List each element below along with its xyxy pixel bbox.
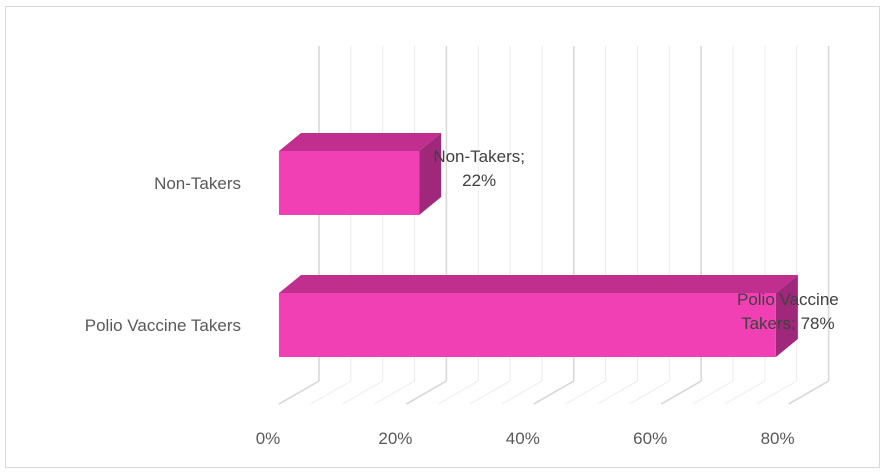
data-label-line: Non-Takers; bbox=[433, 147, 525, 166]
floor-gridline bbox=[278, 380, 320, 405]
floor-gridline bbox=[438, 380, 479, 405]
x-tick-label: 60% bbox=[633, 429, 667, 448]
bar bbox=[279, 133, 442, 215]
floor-gridline bbox=[756, 380, 797, 405]
floor-gridline bbox=[692, 380, 734, 405]
floor-gridline bbox=[724, 380, 766, 405]
floor-gridline bbox=[406, 380, 447, 405]
bar-side-face bbox=[775, 275, 798, 357]
x-tick-label: 40% bbox=[506, 429, 540, 448]
floor-gridline bbox=[629, 380, 670, 405]
data-label: Polio Vaccine Takers; 78% bbox=[737, 290, 839, 333]
bar bbox=[279, 275, 798, 357]
bar-chart: 0% 20% 40% 60% 80% Non-Takers Non-Takers; 22% Po… bbox=[85, 46, 839, 448]
bar-top-face bbox=[279, 275, 798, 293]
floor-gridline bbox=[469, 380, 511, 405]
floor-gridline bbox=[660, 380, 702, 405]
floor-gridline bbox=[374, 380, 415, 405]
data-label-line: Takers; 78% bbox=[741, 314, 835, 333]
x-tick-label: 20% bbox=[378, 429, 412, 448]
bar-front-face bbox=[279, 151, 420, 215]
floor-gridline bbox=[342, 380, 383, 405]
category-label: Non-Takers bbox=[154, 174, 241, 193]
x-tick-label: 0% bbox=[256, 429, 281, 448]
category-label: Polio Vaccine Takers bbox=[85, 316, 241, 335]
x-tick-label: 80% bbox=[761, 429, 795, 448]
floor-gridline bbox=[788, 380, 829, 405]
data-label-line: Polio Vaccine bbox=[737, 290, 839, 309]
floor-gridline bbox=[501, 380, 543, 405]
labels: 0% 20% 40% 60% 80% Non-Takers Non-Takers; 22% Po… bbox=[85, 147, 839, 448]
chart-frame: 0% 20% 40% 60% 80% Non-Takers Non-Takers; 22% Po… bbox=[5, 6, 880, 468]
data-label: Non-Takers; 22% bbox=[433, 147, 525, 190]
bar-top-face bbox=[279, 133, 442, 151]
data-label-line: 22% bbox=[462, 171, 496, 190]
floor-gridline bbox=[310, 380, 352, 405]
floor-gridline bbox=[533, 380, 575, 405]
floor-gridline bbox=[597, 380, 638, 405]
bar-front-face bbox=[279, 293, 776, 357]
bars bbox=[279, 133, 798, 357]
bar-side-face bbox=[419, 133, 442, 215]
floor-gridline bbox=[565, 380, 606, 405]
